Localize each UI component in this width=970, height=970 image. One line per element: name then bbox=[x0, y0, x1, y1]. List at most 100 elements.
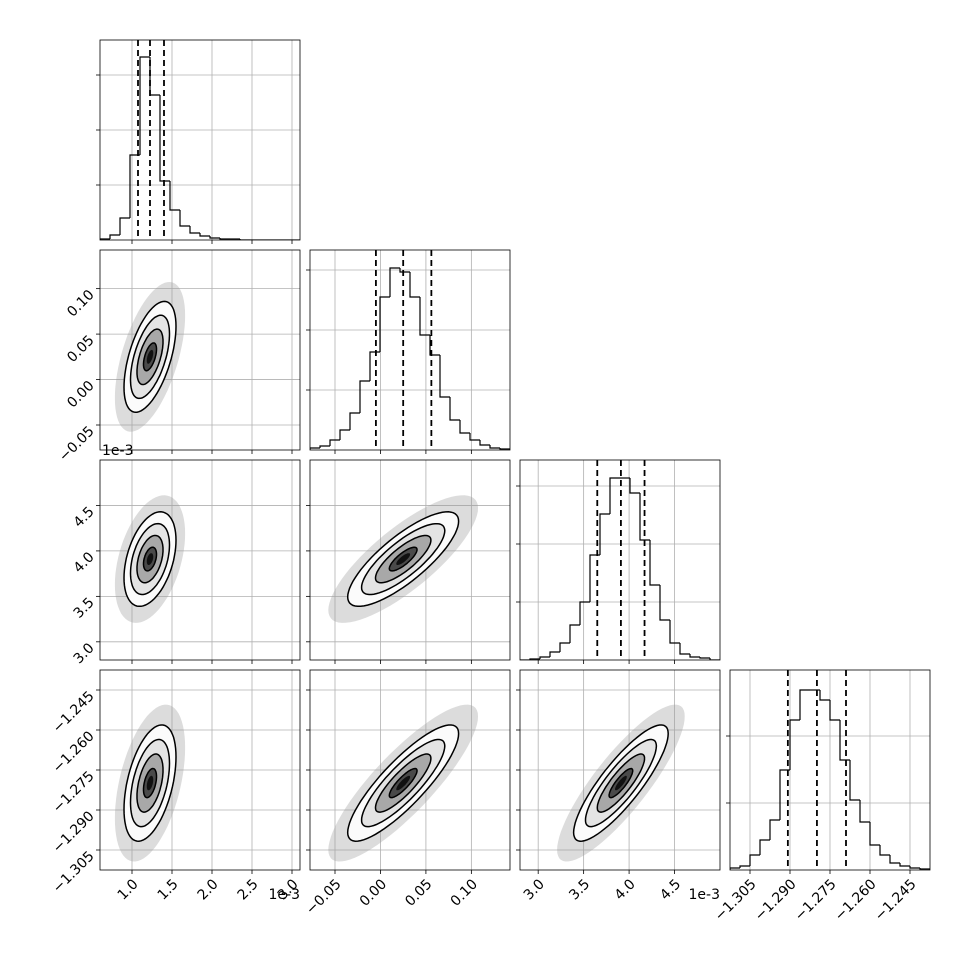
histogram-bin bbox=[749, 854, 760, 866]
y-tick-label: −1.290 bbox=[50, 808, 98, 856]
contour bbox=[142, 546, 158, 572]
x-tick-label: 2.5 bbox=[235, 876, 262, 903]
x-tick-label: 4.5 bbox=[657, 876, 684, 903]
histogram-bin bbox=[310, 447, 320, 450]
y-tick-label: −1.245 bbox=[50, 688, 98, 736]
contour bbox=[572, 724, 669, 842]
histogram-bin bbox=[789, 719, 800, 770]
histogram-bin bbox=[739, 865, 750, 868]
histogram-bin bbox=[709, 658, 720, 660]
contour bbox=[360, 738, 446, 828]
histogram-bin bbox=[759, 839, 770, 855]
x-tick-label: 0.00 bbox=[357, 876, 390, 909]
y-tick-label: −0.05 bbox=[56, 423, 98, 465]
histogram-bin bbox=[359, 380, 370, 413]
density-level bbox=[615, 775, 627, 791]
density-level bbox=[396, 553, 411, 565]
contour bbox=[608, 767, 634, 799]
panel bbox=[520, 460, 720, 660]
x-tick-label: −0.05 bbox=[303, 876, 345, 918]
contour bbox=[346, 724, 460, 842]
contour bbox=[374, 753, 432, 813]
histogram-bin bbox=[369, 351, 380, 381]
histogram-bin bbox=[549, 651, 560, 657]
histogram-bin bbox=[629, 478, 640, 494]
panel bbox=[100, 250, 300, 450]
histogram-bin bbox=[399, 268, 410, 273]
histogram-bin bbox=[419, 297, 430, 336]
histogram-bin bbox=[239, 239, 250, 240]
histogram-bin bbox=[839, 720, 850, 761]
histogram-bin bbox=[189, 226, 200, 234]
x-offset-label: 1e-3 bbox=[689, 887, 720, 903]
histogram-bin bbox=[689, 654, 700, 658]
contour bbox=[388, 767, 418, 799]
histogram-bin bbox=[409, 272, 420, 298]
histogram-bin bbox=[649, 540, 660, 586]
y-tick-label: −1.260 bbox=[50, 728, 98, 776]
histogram-bin bbox=[559, 642, 570, 652]
panel bbox=[100, 40, 300, 240]
histogram-bin bbox=[429, 335, 440, 356]
y-tick-label: 0.10 bbox=[64, 287, 97, 320]
contour bbox=[584, 738, 658, 828]
histogram-bin bbox=[449, 397, 460, 421]
histogram-bin bbox=[209, 236, 220, 239]
contour bbox=[596, 753, 646, 813]
panel bbox=[310, 460, 510, 660]
histogram-bin bbox=[569, 624, 580, 643]
histogram-bin bbox=[349, 412, 360, 430]
x-tick-label: −1.275 bbox=[792, 876, 840, 924]
panel-frame bbox=[99, 39, 301, 241]
contour bbox=[129, 314, 171, 400]
contour bbox=[129, 522, 171, 596]
density-level bbox=[146, 349, 154, 364]
contour bbox=[136, 753, 164, 813]
panel bbox=[100, 670, 300, 870]
histogram-bin bbox=[909, 866, 920, 869]
y-tick-label: 3.5 bbox=[71, 595, 98, 622]
histogram-bin bbox=[609, 477, 620, 514]
panel-frame bbox=[99, 249, 301, 451]
x-tick-label: −1.290 bbox=[752, 876, 800, 924]
histogram-bin bbox=[379, 296, 390, 352]
contour bbox=[142, 767, 158, 799]
x-tick-label: 3.5 bbox=[566, 876, 593, 903]
histogram-bin bbox=[639, 493, 650, 541]
panel-frame bbox=[99, 669, 301, 871]
x-tick-label: −1.260 bbox=[832, 876, 880, 924]
y-tick-label: 0.05 bbox=[64, 332, 97, 365]
histogram-bin bbox=[849, 760, 860, 801]
contour bbox=[123, 300, 177, 414]
contour bbox=[136, 534, 164, 584]
contour bbox=[123, 724, 177, 842]
histogram-bin bbox=[899, 863, 910, 867]
panel-frame bbox=[309, 459, 511, 661]
panel bbox=[310, 250, 510, 450]
panel-frame bbox=[519, 459, 721, 661]
panel-frame bbox=[519, 669, 721, 871]
histogram-bin bbox=[879, 845, 890, 856]
histogram-bin bbox=[479, 440, 490, 446]
y-tick-label: 0.00 bbox=[64, 378, 97, 411]
y-tick-label: −1.275 bbox=[50, 768, 98, 816]
histogram-bin bbox=[769, 819, 780, 840]
y-tick-label: −1.305 bbox=[50, 848, 98, 896]
panel-frame bbox=[99, 459, 301, 661]
density-level bbox=[146, 553, 154, 565]
x-offset-label: 1e-3 bbox=[269, 887, 300, 903]
histogram-bin bbox=[599, 513, 610, 555]
contour bbox=[374, 534, 432, 584]
histogram-bin bbox=[589, 554, 600, 602]
histogram-bin bbox=[829, 700, 840, 721]
histogram-bin bbox=[389, 267, 400, 297]
histogram-bin bbox=[579, 601, 590, 625]
histogram-bin bbox=[179, 210, 190, 227]
y-tick-label: 4.0 bbox=[71, 549, 98, 576]
panel bbox=[310, 670, 510, 870]
panel bbox=[100, 460, 300, 660]
histogram-bin bbox=[889, 855, 900, 864]
histogram-bin bbox=[730, 867, 740, 870]
contour bbox=[123, 511, 177, 608]
